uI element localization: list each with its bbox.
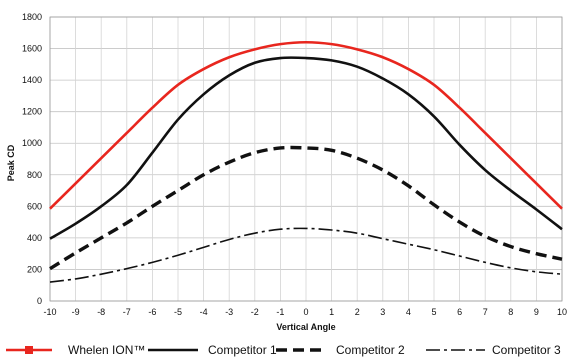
x-tick-label: 7 [483,307,488,317]
series-line-competitor-3 [49,227,563,283]
y-tick-label: 400 [27,233,42,243]
legend-label: Competitor 3 [492,343,561,357]
x-tick-label: -5 [174,307,182,317]
x-tick-label: 3 [380,307,385,317]
series-line-whelen-ion [49,40,563,210]
legend: Whelen ION™ Competitor 1 Competitor 2 Compe… [6,343,561,357]
x-tick-label: 8 [508,307,513,317]
x-tick-label: -2 [251,307,259,317]
y-tick-label: 1600 [22,44,42,54]
series-line-competitor-1 [49,56,563,240]
x-tick-label: 4 [406,307,411,317]
y-tick-label: 1800 [22,12,42,22]
x-tick-label: 0 [303,307,308,317]
y-axis-title: Peak CD [6,144,16,181]
x-tick-label: -6 [148,307,156,317]
y-tick-label: 1200 [22,107,42,117]
legend-label: Whelen ION™ [68,343,145,357]
y-tick-label: 200 [27,264,42,274]
series-layer [49,40,563,283]
legend-marker [25,346,33,354]
legend-label: Competitor 1 [208,343,277,357]
x-tick-label: 6 [457,307,462,317]
y-tick-label: 1000 [22,138,42,148]
x-tick-label: -10 [43,307,56,317]
x-axis-title: Vertical Angle [276,322,335,332]
x-tick-label: -4 [200,307,208,317]
x-tick-label: 9 [534,307,539,317]
series-line-competitor-2 [49,145,563,271]
legend-label: Competitor 2 [336,343,405,357]
x-tick-label: -8 [97,307,105,317]
y-tick-label: 0 [37,296,42,306]
x-tick-label: 10 [557,307,567,317]
x-tick-label: 1 [329,307,334,317]
x-tick-label: -3 [225,307,233,317]
y-tick-label: 1400 [22,75,42,85]
y-tick-label: 800 [27,170,42,180]
x-tick-label: -7 [123,307,131,317]
y-tick-label: 600 [27,201,42,211]
x-tick-label: -1 [276,307,284,317]
x-tick-label: 2 [355,307,360,317]
grid-lines [49,16,563,302]
plot-frame [49,16,563,302]
x-tick-label: 5 [431,307,436,317]
x-tick-label: -9 [72,307,80,317]
